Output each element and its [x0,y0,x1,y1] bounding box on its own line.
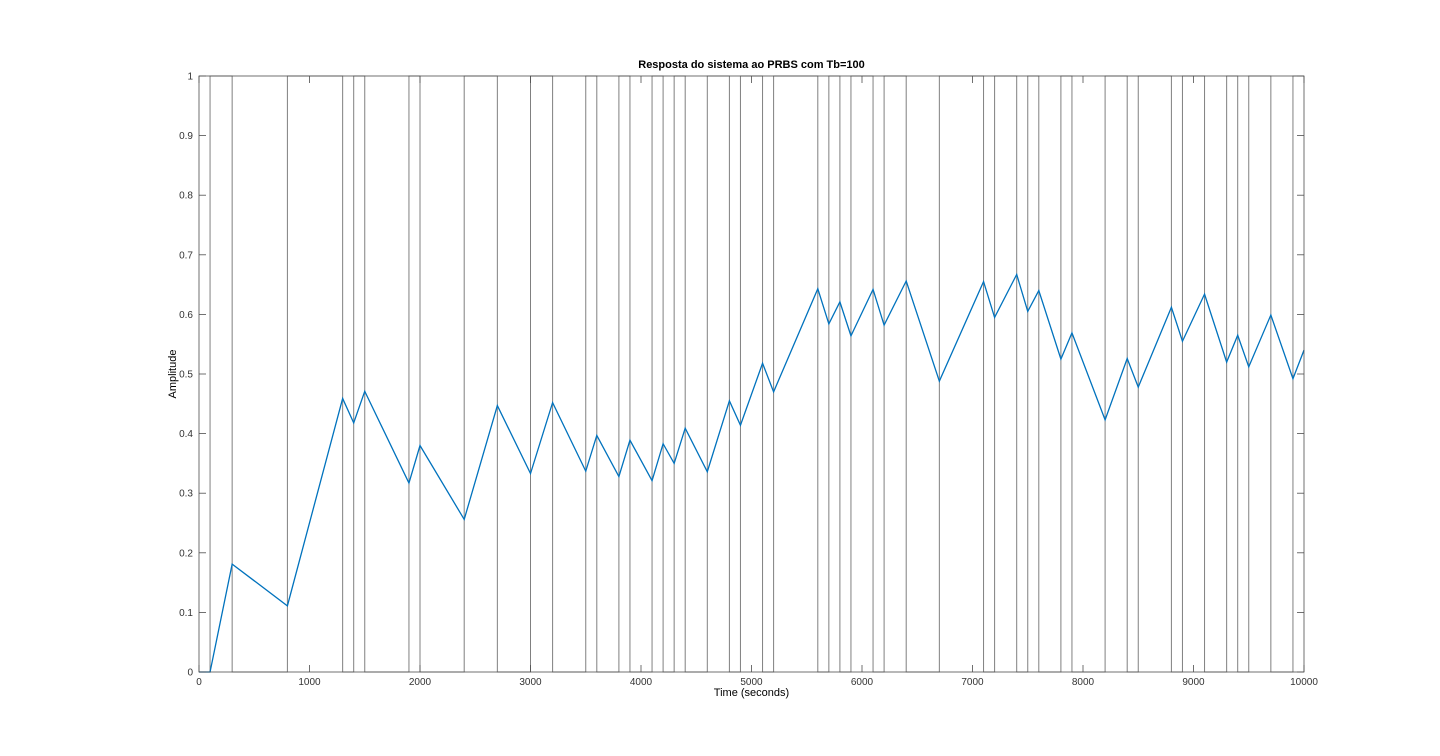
series-1 [199,272,1305,673]
x-tick-label: 0 [196,677,202,688]
plot-area [199,76,1304,672]
chart-title: Resposta do sistema ao PRBS com Tb=100 [638,59,865,71]
x-tick-label: 3000 [519,677,542,688]
series-line-0 [199,75,1304,673]
y-tick-label: 0.7 [179,250,193,261]
x-tick-label: 2000 [409,677,432,688]
x-tick-label: 10000 [1290,677,1318,688]
x-tick-label: 9000 [1182,677,1205,688]
y-axis-label: Amplitude [167,350,179,399]
x-tick-label: 6000 [851,677,874,688]
y-tick-label: 0.5 [179,370,193,381]
y-ticks: 0 0.1 0.2 0.3 0.4 0.5 0.6 0.7 0.8 0.9 1 [179,72,1304,679]
y-tick-label: 0.6 [179,310,193,321]
y-tick-label: 0.3 [179,489,193,500]
x-tick-label: 1000 [298,677,321,688]
y-tick-label: 0.1 [179,608,193,619]
series-layer [199,75,1305,673]
x-tick-label: 8000 [1072,677,1095,688]
y-tick-label: 0.8 [179,191,193,202]
y-tick-label: 0 [187,668,193,679]
series-0 [199,75,1304,673]
series-line-1 [199,272,1305,673]
x-ticks: 0 1000 2000 3000 4000 5000 6000 7000 8000 9000 100… [196,76,1318,688]
x-axis-label: Time (seconds) [714,687,789,699]
y-tick-label: 0.2 [179,548,193,559]
x-tick-label: 5000 [740,677,763,688]
y-tick-label: 1 [187,72,193,83]
y-tick-label: 0.9 [179,131,193,142]
x-tick-label: 4000 [630,677,653,688]
y-tick-label: 0.4 [179,429,193,440]
x-tick-label: 7000 [961,677,984,688]
